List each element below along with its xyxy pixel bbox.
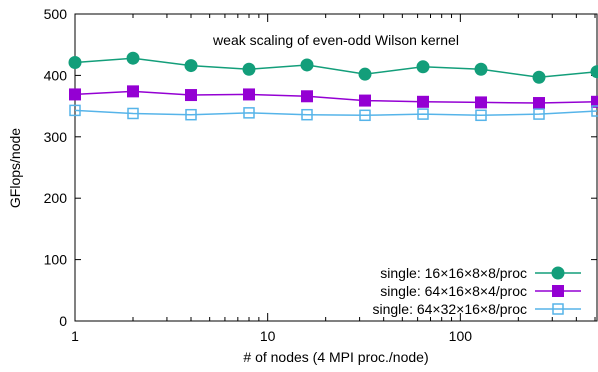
data-point (69, 88, 81, 101)
data-point (533, 97, 545, 110)
data-point (358, 67, 372, 81)
x-tick-label: 100 (449, 328, 473, 344)
data-point (475, 109, 487, 122)
y-tick-label: 400 (44, 67, 68, 83)
series-1 (68, 51, 598, 84)
data-point (301, 90, 313, 103)
legend-entry: single: 64×16×8×4/proc (380, 283, 581, 299)
legend-marker (552, 285, 564, 297)
data-point (127, 107, 139, 120)
data-point (475, 96, 487, 109)
x-tick-label: 1 (71, 328, 79, 344)
legend-entry: single: 16×16×8×8/proc (380, 265, 581, 281)
legend-marker (552, 303, 564, 315)
legend-marker (551, 266, 565, 280)
chart-title: weak scaling of even-odd Wilson kernel (212, 32, 459, 48)
data-point (184, 59, 198, 73)
y-axis-label: GFlops/node (7, 128, 23, 208)
data-point (185, 108, 197, 121)
y-tick-label: 100 (44, 252, 68, 268)
plot-area-frame (74, 13, 598, 322)
data-point (416, 60, 430, 74)
data-point (474, 62, 488, 76)
data-point (243, 107, 255, 119)
data-point (185, 89, 197, 102)
data-point (127, 85, 139, 98)
data-point (417, 95, 429, 108)
x-axis-label: # of nodes (4 MPI proc./node) (243, 349, 428, 365)
data-point (359, 109, 371, 122)
data-point (532, 70, 546, 84)
data-point (301, 108, 313, 121)
data-point (242, 62, 256, 76)
x-tick-label: 10 (260, 328, 276, 344)
data-point (417, 108, 429, 120)
data-point (69, 104, 81, 117)
series-line (74, 90, 598, 104)
legend-label: single: 64×16×8×4/proc (380, 283, 527, 299)
data-point (300, 58, 314, 72)
y-tick-label: 500 (44, 6, 68, 22)
legend-entry: single: 64×32×16×8/proc (372, 301, 581, 317)
series-line (74, 109, 598, 117)
legend-label: single: 16×16×8×8/proc (380, 265, 527, 281)
series-3 (69, 104, 598, 122)
y-tick-label: 200 (44, 190, 68, 206)
data-point (68, 56, 82, 70)
data-point (243, 88, 255, 101)
data-point (590, 65, 598, 79)
legend-label: single: 64×32×16×8/proc (372, 301, 527, 317)
data-point (591, 95, 598, 108)
series-line (74, 57, 598, 78)
y-tick-label: 300 (44, 129, 68, 145)
series-2 (69, 85, 598, 110)
data-point (533, 108, 545, 120)
data-point (126, 51, 140, 65)
data-point (359, 94, 371, 107)
data-point (591, 105, 598, 117)
y-tick-label: 0 (59, 313, 67, 329)
